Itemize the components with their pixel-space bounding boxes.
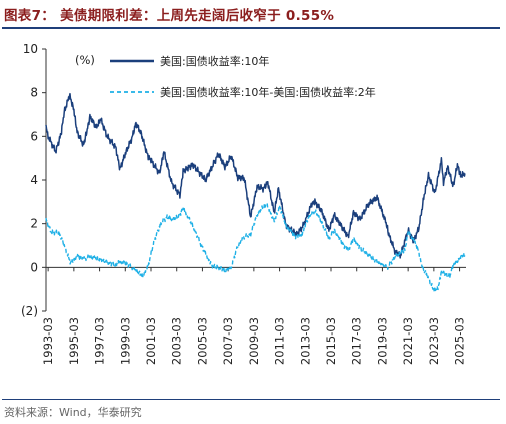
x-tick-label: 2011-03 xyxy=(273,317,287,365)
x-tick-label: 2009-03 xyxy=(247,317,261,365)
y-tick-label: 0 xyxy=(30,260,38,274)
x-tick-label: 1993-03 xyxy=(41,317,55,365)
legend-label-10y: 美国:国债收益率:10年 xyxy=(160,54,269,68)
y-tick-label: 10 xyxy=(23,42,38,56)
y-tick-label: 8 xyxy=(30,86,38,100)
x-tick-label: 2017-03 xyxy=(350,317,364,365)
series-line-10y xyxy=(45,92,466,259)
title-underline xyxy=(2,27,500,29)
x-tick-label: 2021-03 xyxy=(401,317,415,365)
x-tick-label: 2019-03 xyxy=(375,317,389,365)
x-tick-label: 2025-03 xyxy=(453,317,467,365)
x-tick-labels: 1993-03 1995-03 1997-03 1999-03 2001-03 2003-… xyxy=(41,317,466,365)
legend: 美国:国债收益率:10年 美国:国债收益率:10年-美国:国债收益率:2年 xyxy=(110,54,376,99)
axes-layer xyxy=(42,48,466,312)
x-tick-label: 1997-03 xyxy=(93,317,107,365)
x-tick-label: 1999-03 xyxy=(118,317,132,365)
y-tick-labels: 10 8 6 4 2 0 (2) xyxy=(21,42,38,318)
x-tick-label: 2023-03 xyxy=(427,317,441,365)
line-chart: 10 8 6 4 2 0 (2) 1993-03 1995-03 1997-03 1999-03 2… xyxy=(21,42,467,365)
footer-rule xyxy=(2,399,500,400)
chart-title: 图表7： 美债期限利差：上周先走阔后收窄于 0.55% xyxy=(4,8,335,24)
y-unit-label: (%) xyxy=(75,53,95,67)
y-tick-label: 4 xyxy=(30,173,38,187)
x-tick-label: 2013-03 xyxy=(298,317,312,365)
series-lines xyxy=(45,92,466,293)
series-line-spread xyxy=(45,202,466,293)
y-tick-label: (2) xyxy=(21,304,38,318)
legend-label-spread: 美国:国债收益率:10年-美国:国债收益率:2年 xyxy=(160,85,376,99)
x-tick-label: 2007-03 xyxy=(221,317,235,365)
y-tick-label: 2 xyxy=(30,217,38,231)
x-tick-label: 2015-03 xyxy=(324,317,338,365)
x-tick-label: 2005-03 xyxy=(195,317,209,365)
x-tick-label: 1995-03 xyxy=(67,317,81,365)
source-note: 资料来源：Wind，华泰研究 xyxy=(4,406,142,419)
x-tick-label: 2001-03 xyxy=(144,317,158,365)
y-tick-label: 6 xyxy=(30,129,38,143)
x-tick-label: 2003-03 xyxy=(170,317,184,365)
